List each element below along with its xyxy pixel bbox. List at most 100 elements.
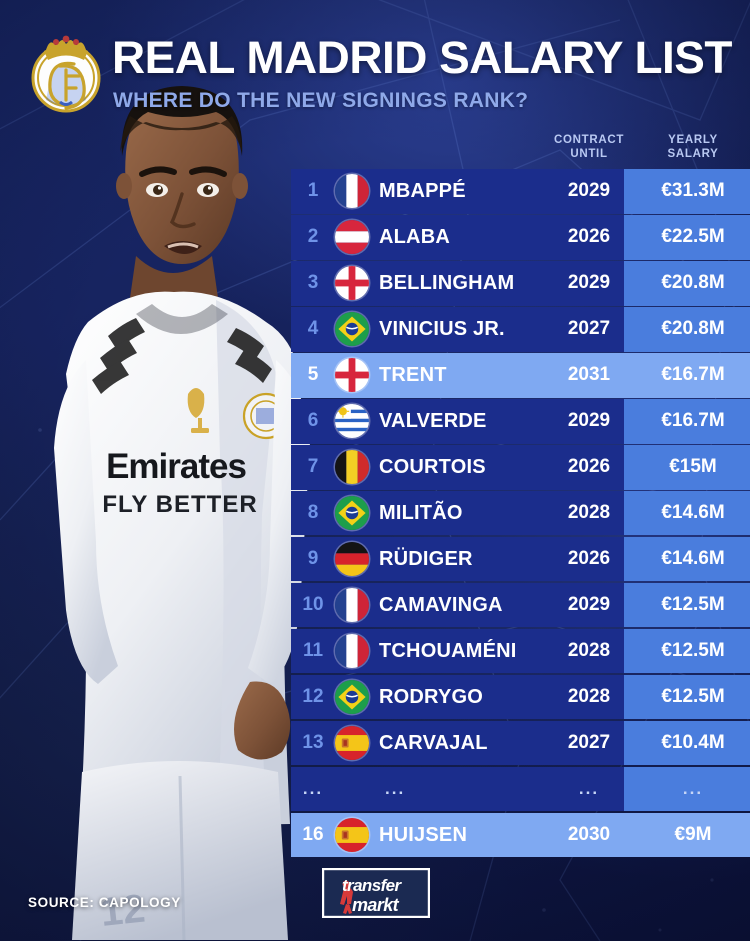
salary-cell-background [624, 720, 750, 766]
row-rank: 13 [302, 732, 324, 754]
france-flag-icon [335, 588, 369, 623]
column-header-salary: YEARLY SALARY [667, 134, 719, 160]
table-column-headers: CONTRACT UNTIL YEARLY SALARY [291, 131, 750, 169]
table-row[interactable]: 11 TCHOUAMÉNI 2028 €12.5M [291, 628, 750, 674]
row-rank: 7 [307, 456, 319, 478]
row-player-name: BELLINGHAM [379, 271, 515, 294]
row-rank: 12 [302, 686, 324, 708]
row-rank: 11 [302, 640, 324, 662]
row-contract-until: 2029 [567, 410, 611, 432]
row-yearly-salary: ... [682, 779, 704, 799]
transfermarkt-logo: transfer markt [322, 868, 430, 918]
row-contract-until: 2028 [567, 686, 611, 708]
table-row[interactable]: 13 CARVAJAL 2027 €10.4M [291, 720, 750, 766]
row-yearly-salary: €12.5M [661, 640, 725, 662]
svg-text:FLY BETTER: FLY BETTER [102, 491, 257, 518]
austria-flag-icon [335, 220, 369, 255]
row-player-name: ... [385, 779, 406, 799]
belgium-flag-icon [335, 450, 369, 485]
row-contract-until: 2028 [567, 502, 611, 524]
france-flag-icon [335, 174, 369, 209]
row-contract-until: 2031 [567, 364, 611, 386]
row-contract-until: 2026 [567, 456, 611, 478]
salary-cell-background [624, 352, 750, 398]
table-row[interactable]: 4 VINICIUS JR. 2027 €20.8M [291, 306, 750, 352]
table-row[interactable]: ............ [291, 766, 750, 812]
table-row[interactable]: 9 RÜDIGER 2026 €14.6M [291, 536, 750, 582]
row-rank: 1 [307, 180, 319, 202]
row-player-name: MILITÃO [379, 501, 463, 524]
row-contract-until: 2026 [567, 226, 611, 248]
salary-cell-background [624, 812, 750, 858]
row-yearly-salary: €10.4M [661, 732, 725, 754]
salary-cell-background [624, 169, 750, 214]
salary-cell-background [624, 444, 750, 490]
svg-text:Emirates: Emirates [106, 447, 246, 486]
table-row[interactable]: 12 RODRYGO 2028 €12.5M [291, 674, 750, 720]
row-yearly-salary: €14.6M [661, 548, 725, 570]
row-player-name: COURTOIS [379, 455, 486, 478]
england-flag-icon [335, 266, 369, 301]
row-contract-until: ... [578, 779, 600, 799]
svg-text:transfer: transfer [342, 876, 402, 895]
salary-cell-background [624, 490, 750, 536]
table-row[interactable]: 6 VALVERDE 2029 €16.7M [291, 398, 750, 444]
table-row[interactable]: 3 BELLINGHAM 2029 €20.8M [291, 260, 750, 306]
salary-cell-background [624, 674, 750, 720]
row-contract-until: 2026 [567, 548, 611, 570]
row-yearly-salary: €16.7M [661, 364, 725, 386]
table-row[interactable]: 1 MBAPPÉ 2029 €31.3M [291, 169, 750, 214]
brazil-flag-icon [335, 312, 369, 347]
table-row[interactable]: 10 CAMAVINGA 2029 €12.5M [291, 582, 750, 628]
row-player-name: VINICIUS JR. [379, 317, 505, 340]
row-rank: 8 [307, 502, 319, 524]
row-background [291, 766, 624, 812]
france-flag-icon [335, 634, 369, 669]
row-yearly-salary: €12.5M [661, 686, 725, 708]
row-contract-until: 2029 [567, 594, 611, 616]
column-header-contract: CONTRACT UNTIL [553, 134, 625, 160]
table-row[interactable]: 7 COURTOIS 2026 €15M [291, 444, 750, 490]
row-contract-until: 2027 [567, 732, 611, 754]
table-row[interactable]: 5 TRENT 2031 €16.7M [291, 352, 750, 398]
source-credit: SOURCE: CAPOLOGY [28, 895, 181, 910]
row-yearly-salary: €20.8M [661, 318, 725, 340]
row-rank: ... [302, 779, 324, 799]
salary-cell-background [624, 398, 750, 444]
row-yearly-salary: €31.3M [661, 180, 725, 202]
table-row[interactable]: 2 ALABA 2026 €22.5M [291, 214, 750, 260]
row-yearly-salary: €20.8M [661, 272, 725, 294]
table-row[interactable]: 16 HUIJSEN 2030 €9M [291, 812, 750, 858]
spain-flag-icon [335, 726, 369, 761]
row-player-name: ALABA [379, 225, 450, 248]
row-player-name: HUIJSEN [379, 823, 468, 846]
page-subtitle: WHERE DO THE NEW SIGNINGS RANK? [113, 89, 529, 112]
row-contract-until: 2029 [567, 272, 611, 294]
svg-text:markt: markt [352, 895, 400, 915]
row-yearly-salary: €9M [674, 824, 712, 846]
england-flag-icon [335, 358, 369, 393]
brazil-flag-icon [335, 680, 369, 715]
salary-cell-background [624, 582, 750, 628]
row-player-name: TCHOUAMÉNI [379, 639, 517, 662]
salary-cell-background [624, 260, 750, 306]
salary-cell-background [624, 214, 750, 260]
svg-text:12: 12 [98, 887, 147, 935]
row-rank: 6 [307, 410, 319, 432]
row-player-name: CAMAVINGA [379, 593, 503, 616]
spain-flag-icon [335, 818, 369, 853]
brazil-flag-icon [335, 496, 369, 531]
row-contract-until: 2030 [567, 824, 611, 846]
row-player-name: MBAPPÉ [379, 179, 466, 202]
row-rank: 3 [307, 272, 319, 294]
row-rank: 4 [307, 318, 319, 340]
row-rank: 9 [307, 548, 319, 570]
salary-cell-background [624, 536, 750, 582]
row-contract-until: 2028 [567, 640, 611, 662]
salary-cell-background [624, 628, 750, 674]
row-rank: 2 [307, 226, 319, 248]
row-yearly-salary: €12.5M [661, 594, 725, 616]
row-contract-until: 2027 [567, 318, 611, 340]
table-row[interactable]: 8 MILITÃO 2028 €14.6M [291, 490, 750, 536]
